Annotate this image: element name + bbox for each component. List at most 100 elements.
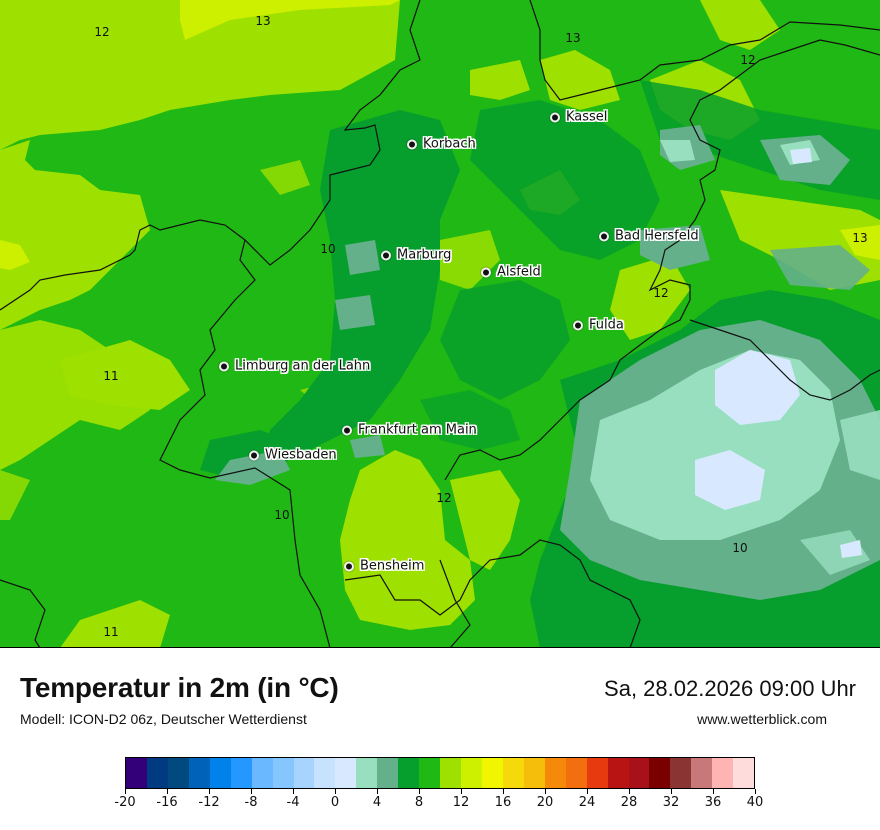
city-fulda: Fulda	[573, 318, 624, 333]
colorbar-tick	[502, 789, 504, 794]
colorbar-tick	[334, 789, 336, 794]
colorbar-tick	[124, 789, 126, 794]
colorbar-tick-label: 0	[330, 795, 340, 810]
contour-label: 10	[274, 508, 290, 522]
contour-label: 12	[436, 491, 452, 505]
colorbar-segment	[586, 758, 608, 788]
colorbar-tick-label: -16	[156, 795, 178, 810]
colorbar-segment	[628, 758, 650, 788]
colorbar-segment	[126, 758, 147, 788]
colorbar-tick	[208, 789, 210, 794]
city-marker-icon	[249, 450, 259, 460]
city-name: Bad Hersfeld	[615, 228, 699, 244]
state-borders	[0, 0, 880, 647]
colorbar-tick	[250, 789, 252, 794]
colorbar-tick-label: 28	[620, 795, 638, 810]
colorbar-legend	[125, 757, 755, 789]
city-bad-hersfeld: Bad Hersfeld	[599, 229, 699, 244]
colorbar-tick-label: 8	[414, 795, 424, 810]
colorbar-segment	[377, 758, 399, 788]
colorbar-tick-label: -4	[286, 795, 300, 810]
colorbar-segment	[733, 758, 755, 788]
city-marker-icon	[599, 231, 609, 241]
city-name: Bensheim	[360, 558, 425, 574]
colorbar-segment	[712, 758, 734, 788]
contour-label: 13	[565, 31, 581, 45]
contour-label: 13	[255, 14, 271, 28]
colorbar-segment	[188, 758, 210, 788]
city-name: Frankfurt am Main	[358, 422, 477, 438]
city-marker-icon	[344, 561, 354, 571]
colorbar-tick	[418, 789, 420, 794]
colorbar-segment	[230, 758, 252, 788]
city-name: Alsfeld	[497, 264, 541, 280]
colorbar-tick-label: -12	[198, 795, 220, 810]
colorbar-tick-label: 16	[494, 795, 512, 810]
colorbar-tick	[460, 789, 462, 794]
city-korbach: Korbach	[407, 137, 476, 152]
colorbar-tick-label: 4	[372, 795, 382, 810]
colorbar-segment	[251, 758, 273, 788]
city-wiesbaden: Wiesbaden	[249, 448, 337, 463]
valid-datetime: Sa, 28.02.2026 09:00 Uhr	[604, 676, 856, 701]
temperature-field	[0, 0, 880, 647]
city-marker-icon	[342, 425, 352, 435]
city-name: Fulda	[589, 317, 624, 333]
colorbar-segment	[607, 758, 629, 788]
colorbar-segment	[691, 758, 713, 788]
colorbar-tick-label: 40	[746, 795, 764, 810]
colorbar-segment	[146, 758, 168, 788]
city-marker-icon	[407, 139, 417, 149]
colorbar-tick	[544, 789, 546, 794]
model-subtitle: Modell: ICON-D2 06z, Deutscher Wetterdie…	[20, 711, 307, 727]
colorbar-tick	[670, 789, 672, 794]
colorbar-tick	[292, 789, 294, 794]
colorbar-ticks: -20 -16 -12 -8 -4 0 4 8 12 16 20 24 28 32 36 40	[114, 789, 763, 819]
contour-label: 12	[653, 286, 669, 300]
colorbar-tick	[754, 789, 756, 794]
colorbar-segment	[461, 758, 482, 788]
city-frankfurt: Frankfurt am Main	[342, 423, 477, 438]
colorbar-tick	[376, 789, 378, 794]
colorbar-tick-label: 20	[536, 795, 554, 810]
colorbar-tick-label: -8	[244, 795, 258, 810]
colorbar-segment	[167, 758, 189, 788]
colorbar-segment	[544, 758, 566, 788]
colorbar-tick	[586, 789, 588, 794]
colorbar-segment	[314, 758, 336, 788]
colorbar-tick-label: 12	[452, 795, 470, 810]
colorbar-segment	[293, 758, 315, 788]
colorbar-segment	[502, 758, 524, 788]
contour-label: 13	[852, 231, 868, 245]
colorbar-tick	[166, 789, 168, 794]
colorbar-tick	[628, 789, 630, 794]
colorbar-tick-label: -20	[114, 795, 136, 810]
colorbar-segment	[523, 758, 545, 788]
city-marker-icon	[481, 267, 491, 277]
city-kassel: Kassel	[550, 110, 607, 125]
colorbar-segment	[670, 758, 692, 788]
city-marburg: Marburg	[381, 248, 451, 263]
colorbar-segment	[565, 758, 587, 788]
contour-label: 11	[103, 369, 119, 383]
website-link[interactable]: www.wetterblick.com	[697, 711, 827, 727]
city-name: Marburg	[397, 247, 452, 263]
colorbar-segment	[481, 758, 503, 788]
colorbar-tick-label: 24	[578, 795, 596, 810]
city-name: Korbach	[423, 136, 476, 152]
contour-label: 11	[103, 625, 119, 639]
colorbar-segment	[419, 758, 441, 788]
colorbar-segment	[356, 758, 378, 788]
colorbar-segment	[398, 758, 420, 788]
city-name: Limburg an der Lahn	[235, 358, 371, 374]
city-marker-icon	[381, 250, 391, 260]
contour-label: 10	[320, 242, 336, 256]
contour-label: 12	[740, 53, 756, 67]
city-name: Wiesbaden	[265, 447, 337, 463]
colorbar-segment	[272, 758, 294, 788]
map-title: Temperatur in 2m (in °C)	[20, 672, 339, 703]
temperature-map: 12 13 13 12 13 10 12 11 12 10 10 11 Kass…	[0, 0, 880, 648]
city-bensheim: Bensheim	[344, 559, 424, 574]
city-limburg: Limburg an der Lahn	[219, 359, 370, 374]
colorbar-segment	[649, 758, 671, 788]
